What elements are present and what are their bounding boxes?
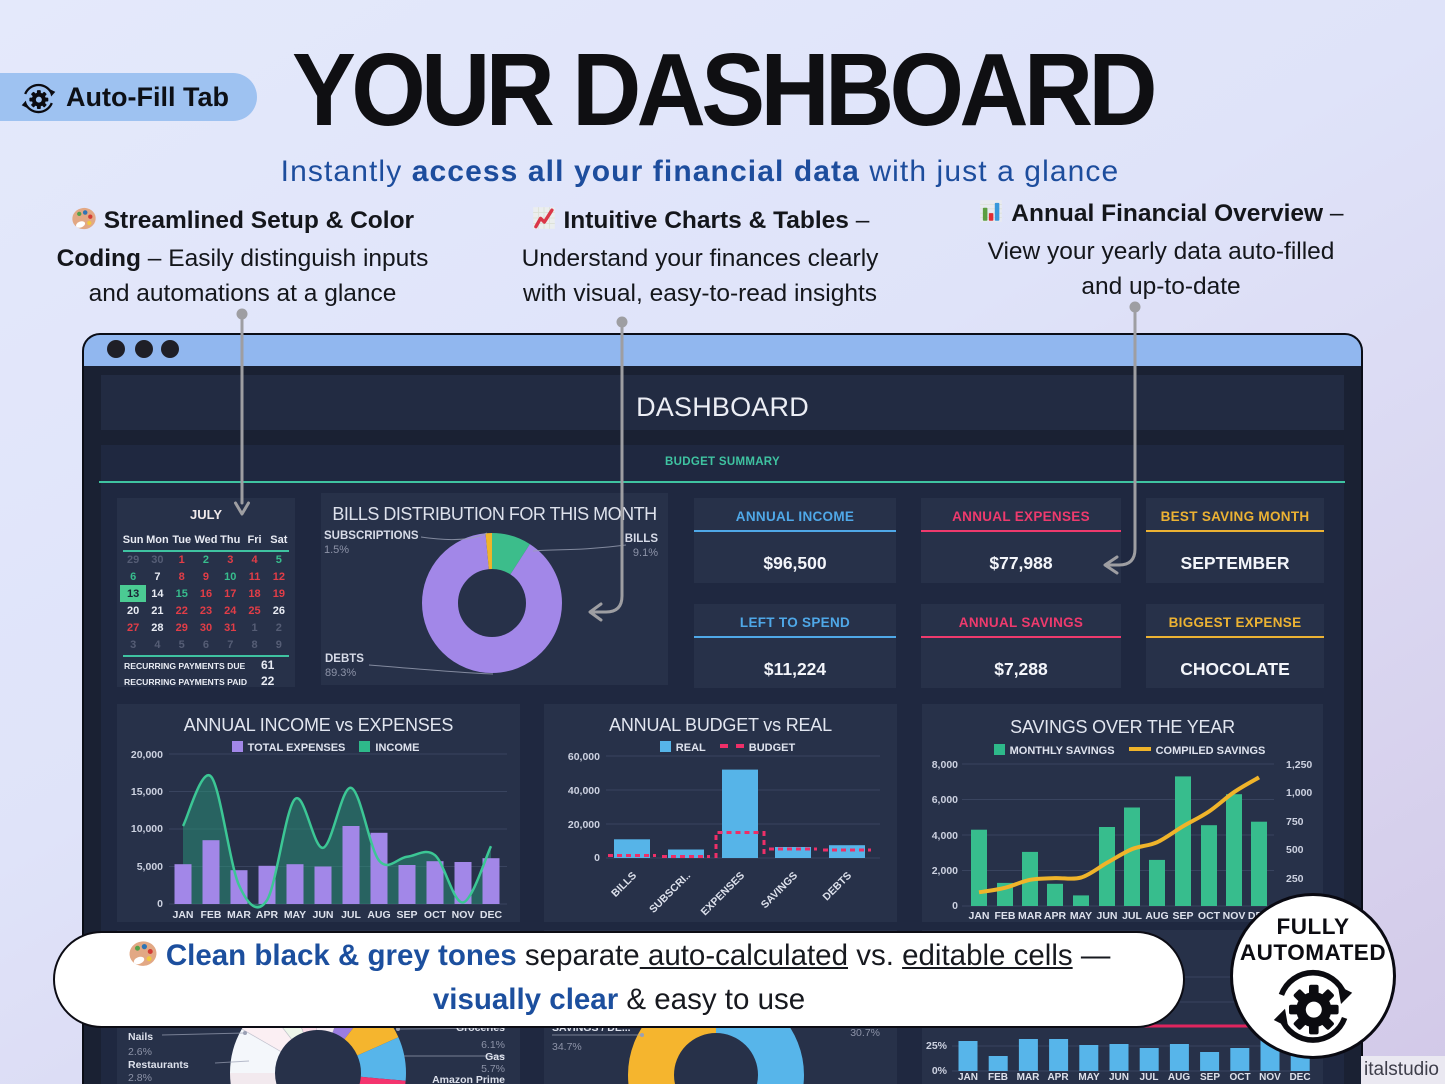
svg-text:25%: 25%: [926, 1040, 948, 1052]
svg-text:APR: APR: [256, 909, 279, 921]
svg-text:JAN: JAN: [172, 909, 193, 921]
svg-text:10,000: 10,000: [131, 823, 163, 835]
svg-text:15,000: 15,000: [131, 786, 163, 798]
svg-text:SEP: SEP: [1200, 1072, 1220, 1083]
svg-text:1,000: 1,000: [1286, 787, 1312, 799]
svg-text:DEC: DEC: [480, 909, 503, 921]
svg-text:EXPENSES: EXPENSES: [699, 870, 748, 919]
svg-text:OCT: OCT: [1229, 1072, 1250, 1083]
svg-text:OCT: OCT: [1198, 910, 1221, 922]
svg-text:AUG: AUG: [1168, 1072, 1190, 1083]
svg-text:5,000: 5,000: [137, 861, 163, 873]
svg-text:34.7%: 34.7%: [552, 1041, 582, 1053]
svg-text:SEP: SEP: [1172, 910, 1193, 922]
svg-text:MAY: MAY: [1078, 1072, 1100, 1083]
svg-text:0%: 0%: [932, 1065, 948, 1077]
svg-text:9.1%: 9.1%: [633, 547, 658, 559]
svg-text:MAR: MAR: [1018, 910, 1042, 922]
svg-text:SUBSCRIPTIONS: SUBSCRIPTIONS: [324, 530, 419, 542]
svg-text:SUBSCRI..: SUBSCRI..: [647, 870, 693, 916]
svg-text:2.8%: 2.8%: [128, 1072, 152, 1084]
svg-text:1.5%: 1.5%: [324, 544, 349, 556]
svg-text:JUN: JUN: [1109, 1072, 1129, 1083]
svg-text:0: 0: [594, 852, 600, 864]
svg-text:0: 0: [952, 900, 958, 912]
svg-text:6,000: 6,000: [932, 794, 958, 806]
svg-text:DEC: DEC: [1289, 1072, 1310, 1083]
svg-text:FEB: FEB: [988, 1072, 1008, 1083]
svg-text:6.1%: 6.1%: [481, 1039, 505, 1051]
svg-text:750: 750: [1286, 816, 1304, 828]
svg-text:NOV: NOV: [1259, 1072, 1281, 1083]
svg-text:500: 500: [1286, 844, 1304, 856]
svg-text:SAVINGS: SAVINGS: [759, 870, 800, 911]
svg-text:40,000: 40,000: [568, 785, 600, 797]
svg-text:20,000: 20,000: [131, 749, 163, 761]
svg-text:BILLS: BILLS: [609, 870, 639, 900]
svg-text:89.3%: 89.3%: [325, 667, 356, 679]
svg-text:DEBTS: DEBTS: [820, 870, 854, 904]
svg-text:30.7%: 30.7%: [850, 1027, 880, 1039]
svg-text:60,000: 60,000: [568, 751, 600, 763]
svg-text:DEBTS: DEBTS: [325, 653, 364, 665]
svg-text:8,000: 8,000: [932, 759, 958, 771]
svg-text:JAN: JAN: [958, 1072, 978, 1083]
svg-text:2,000: 2,000: [932, 865, 958, 877]
svg-text:JAN: JAN: [968, 910, 989, 922]
svg-text:20,000: 20,000: [568, 819, 600, 831]
svg-text:OCT: OCT: [424, 909, 447, 921]
svg-text:BILLS: BILLS: [625, 533, 659, 545]
svg-text:JUL: JUL: [341, 909, 361, 921]
svg-text:MAR: MAR: [227, 909, 251, 921]
svg-text:MAR: MAR: [1017, 1072, 1041, 1083]
svg-text:1,250: 1,250: [1286, 759, 1312, 771]
svg-text:FEB: FEB: [201, 909, 222, 921]
svg-text:SEP: SEP: [396, 909, 417, 921]
svg-text:5.7%: 5.7%: [481, 1063, 505, 1075]
svg-text:JUL: JUL: [1140, 1072, 1159, 1083]
svg-text:FEB: FEB: [995, 910, 1016, 922]
svg-text:APR: APR: [1044, 910, 1067, 922]
svg-text:Nails: Nails: [128, 1031, 153, 1043]
svg-text:NOV: NOV: [452, 909, 475, 921]
svg-text:0: 0: [157, 898, 163, 910]
svg-text:AUG: AUG: [1145, 910, 1168, 922]
svg-text:Amazon Prime: Amazon Prime: [432, 1074, 505, 1084]
svg-text:NOV: NOV: [1223, 910, 1246, 922]
svg-text:JUN: JUN: [312, 909, 333, 921]
svg-text:MAY: MAY: [1070, 910, 1092, 922]
svg-text:250: 250: [1286, 873, 1304, 885]
svg-text:MAY: MAY: [284, 909, 306, 921]
svg-text:AUG: AUG: [367, 909, 390, 921]
svg-text:Gas: Gas: [485, 1051, 505, 1063]
svg-text:JUL: JUL: [1122, 910, 1142, 922]
svg-text:4,000: 4,000: [932, 830, 958, 842]
svg-text:JUN: JUN: [1096, 910, 1117, 922]
svg-text:Restaurants: Restaurants: [128, 1059, 189, 1071]
svg-text:APR: APR: [1047, 1072, 1069, 1083]
svg-text:2.6%: 2.6%: [128, 1046, 152, 1058]
